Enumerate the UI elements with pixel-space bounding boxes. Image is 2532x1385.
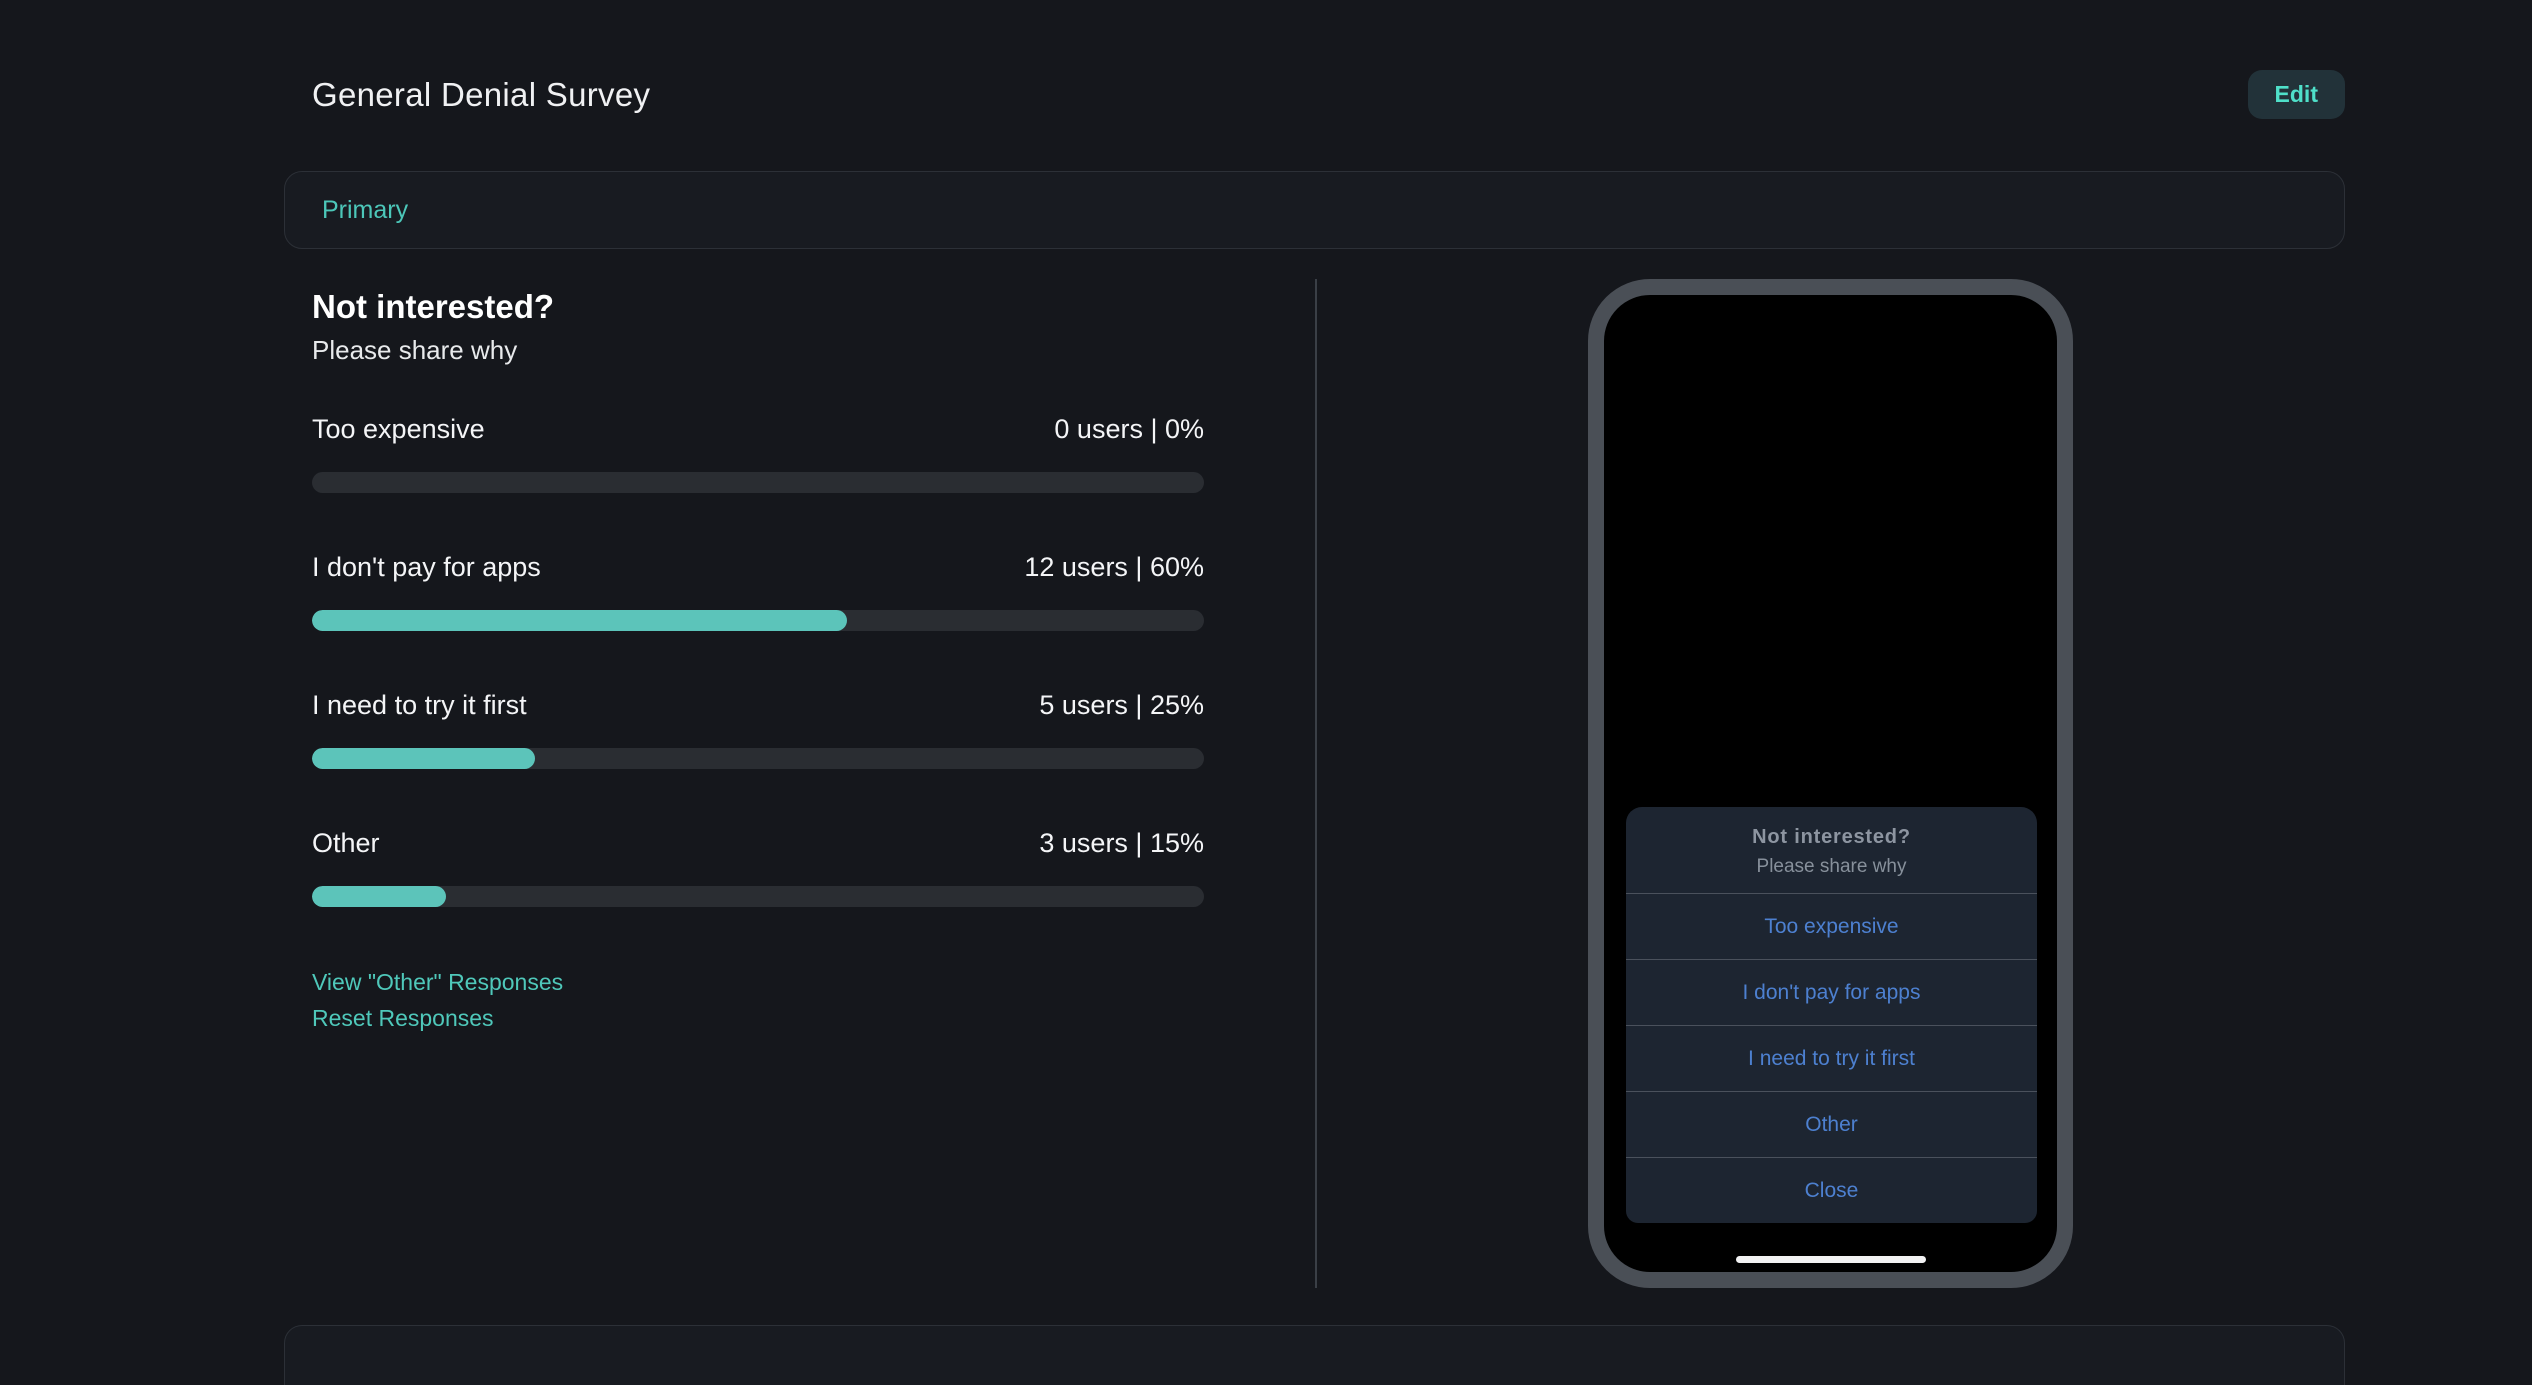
phone-preview-panel: Not interested? Please share why Too exp… <box>1588 279 2073 1288</box>
survey-links: View "Other" Responses Reset Responses <box>312 964 1204 1036</box>
survey-question: Not interested? <box>312 288 555 325</box>
sheet-subtitle: Please share why <box>1756 856 1907 877</box>
phone-bottom-sheet: Not interested? Please share why Too exp… <box>1626 807 2037 1223</box>
progress-fill <box>312 886 446 907</box>
sheet-option-try-first[interactable]: I need to try it first <box>1626 1025 2037 1091</box>
stat-row: Other 3 users | 15% <box>312 826 1204 907</box>
page-title: General Denial Survey <box>312 75 651 113</box>
option-label: Too expensive <box>312 414 485 444</box>
option-stat: 0 users | 0% <box>1054 414 1204 444</box>
stat-row: I need to try it first 5 users | 25% <box>312 688 1204 769</box>
option-label: Other <box>312 828 380 858</box>
stat-row: Too expensive 0 users | 0% <box>312 412 1204 493</box>
survey-results-panel: Not interested? Please share why Too exp… <box>312 279 1204 1288</box>
next-section-card-partial[interactable] <box>284 1325 2345 1385</box>
progress-track <box>312 610 1204 631</box>
progress-track <box>312 748 1204 769</box>
option-stat: 5 users | 25% <box>1039 690 1204 720</box>
option-label: I don't pay for apps <box>312 552 541 582</box>
content-row: Not interested? Please share why Too exp… <box>0 279 2532 1288</box>
stat-row: I don't pay for apps 12 users | 60% <box>312 550 1204 631</box>
option-label: I need to try it first <box>312 690 527 720</box>
page-header: General Denial Survey Edit <box>0 0 2532 121</box>
option-stat: 12 users | 60% <box>1024 552 1204 582</box>
sheet-option-dont-pay[interactable]: I don't pay for apps <box>1626 959 2037 1025</box>
sheet-title: Not interested? <box>1752 826 1911 848</box>
sheet-header: Not interested? Please share why <box>1626 807 2037 893</box>
primary-section-card[interactable]: Primary <box>284 171 2345 249</box>
survey-subtitle: Please share why <box>312 335 518 365</box>
phone-mockup: Not interested? Please share why Too exp… <box>1588 279 2073 1288</box>
edit-button[interactable]: Edit <box>2247 70 2345 119</box>
progress-fill <box>312 610 848 631</box>
progress-track <box>312 886 1204 907</box>
sheet-close-button[interactable]: Close <box>1626 1157 2037 1223</box>
progress-track <box>312 472 1204 493</box>
reset-responses-link[interactable]: Reset Responses <box>312 1005 494 1031</box>
primary-section-label: Primary <box>322 195 409 224</box>
sheet-option-too-expensive[interactable]: Too expensive <box>1626 893 2037 959</box>
home-indicator <box>1735 1256 1926 1263</box>
vertical-divider <box>1315 279 1317 1288</box>
sheet-option-other[interactable]: Other <box>1626 1091 2037 1157</box>
progress-fill <box>312 748 535 769</box>
option-stat: 3 users | 15% <box>1039 828 1204 858</box>
view-other-responses-link[interactable]: View "Other" Responses <box>312 969 564 995</box>
